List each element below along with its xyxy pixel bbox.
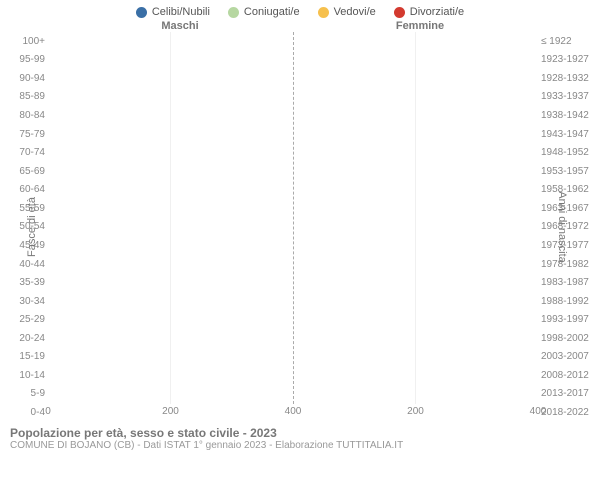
x-tick: 0 <box>45 406 51 417</box>
birthyear-label: 1973-1977 <box>541 240 600 251</box>
legend-label: Vedovi/e <box>334 6 376 18</box>
age-label: 95-99 <box>0 54 45 65</box>
header-female: Femmine <box>300 20 600 32</box>
legend-item: Vedovi/e <box>318 6 376 18</box>
legend-label: Celibi/Nubili <box>152 6 210 18</box>
x-tick: 200 <box>162 406 179 417</box>
birthyear-label: 2008-2012 <box>541 370 600 381</box>
age-label: 55-59 <box>0 203 45 214</box>
birthyear-label: 1968-1972 <box>541 221 600 232</box>
age-label: 100+ <box>0 36 45 47</box>
age-label: 45-49 <box>0 240 45 251</box>
birthyear-label: 1953-1957 <box>541 166 600 177</box>
birthyear-label: 1988-1992 <box>541 296 600 307</box>
y-axis-label-right: Anni di nascita <box>556 191 568 263</box>
legend-item: Coniugati/e <box>228 6 300 18</box>
birthyear-label: 1943-1947 <box>541 129 600 140</box>
x-axis-female: 200400 <box>293 404 538 422</box>
birthyear-label: 1983-1987 <box>541 277 600 288</box>
birthyear-label: 1923-1927 <box>541 54 600 65</box>
birthyear-label: 2018-2022 <box>541 407 600 418</box>
birthyear-label: 1963-1967 <box>541 203 600 214</box>
age-label: 15-19 <box>0 351 45 362</box>
age-label: 25-29 <box>0 314 45 325</box>
birthyear-label: 1938-1942 <box>541 110 600 121</box>
chart-title: Popolazione per età, sesso e stato civil… <box>10 426 590 440</box>
age-label: 10-14 <box>0 370 45 381</box>
birthyear-label: 2003-2007 <box>541 351 600 362</box>
legend-swatch <box>228 7 239 18</box>
chart: Fasce di età 100+ 95-99 90-94 85-89 80-84 75-… <box>0 32 600 422</box>
column-headers: Maschi Femmine <box>0 20 600 32</box>
age-label: 75-79 <box>0 129 45 140</box>
age-label: 85-89 <box>0 91 45 102</box>
male-side <box>48 32 293 422</box>
legend-swatch <box>136 7 147 18</box>
age-label: 90-94 <box>0 73 45 84</box>
birthyear-label: 1958-1962 <box>541 184 600 195</box>
x-axis: 4002000 200400 <box>48 404 538 422</box>
legend-item: Divorziati/e <box>394 6 464 18</box>
birthyear-label: 2013-2017 <box>541 388 600 399</box>
age-label: 0-4 <box>0 407 45 418</box>
age-label: 80-84 <box>0 110 45 121</box>
legend: Celibi/Nubili Coniugati/e Vedovi/e Divorzia… <box>0 0 600 20</box>
female-side <box>293 32 538 422</box>
age-label: 70-74 <box>0 147 45 158</box>
age-label: 40-44 <box>0 259 45 270</box>
birthyear-label: 1998-2002 <box>541 333 600 344</box>
birthyear-labels: ≤ 1922 1923-1927 1928-1932 1933-1937 1938-19… <box>538 32 600 422</box>
legend-swatch <box>394 7 405 18</box>
birthyear-label: 1933-1937 <box>541 91 600 102</box>
header-male: Maschi <box>0 20 300 32</box>
birthyear-label: ≤ 1922 <box>541 36 600 47</box>
age-label: 60-64 <box>0 184 45 195</box>
age-label: 20-24 <box>0 333 45 344</box>
age-label: 65-69 <box>0 166 45 177</box>
chart-subtitle: COMUNE DI BOJANO (CB) - Dati ISTAT 1° ge… <box>10 440 590 451</box>
birthyear-label: 1948-1952 <box>541 147 600 158</box>
legend-label: Divorziati/e <box>410 6 464 18</box>
age-label: 30-34 <box>0 296 45 307</box>
birthyear-label: 1928-1932 <box>541 73 600 84</box>
legend-swatch <box>318 7 329 18</box>
legend-label: Coniugati/e <box>244 6 300 18</box>
x-axis-male: 4002000 <box>48 404 293 422</box>
footer: Popolazione per età, sesso e stato civil… <box>0 422 600 451</box>
plot-area: 4002000 200400 <box>48 32 538 422</box>
age-label: 5-9 <box>0 388 45 399</box>
y-axis-label-left: Fasce di età <box>26 197 38 257</box>
birthyear-label: 1993-1997 <box>541 314 600 325</box>
age-label: 50-54 <box>0 221 45 232</box>
age-labels: 100+ 95-99 90-94 85-89 80-84 75-79 70-74 65-69 6… <box>0 32 48 422</box>
age-label: 35-39 <box>0 277 45 288</box>
x-tick: 200 <box>407 406 424 417</box>
x-tick: 400 <box>530 406 547 417</box>
legend-item: Celibi/Nubili <box>136 6 210 18</box>
birthyear-label: 1978-1982 <box>541 259 600 270</box>
